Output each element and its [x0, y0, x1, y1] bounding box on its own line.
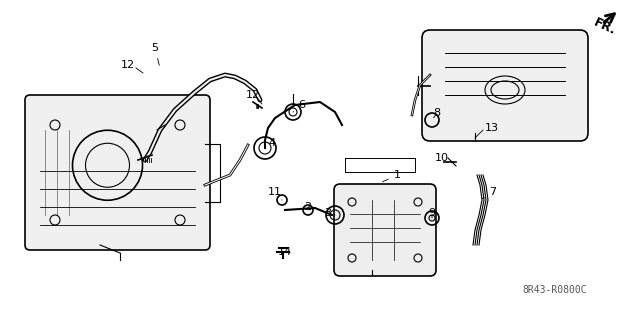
Text: 12: 12 — [246, 90, 260, 100]
Text: FR.: FR. — [592, 16, 618, 38]
Text: 5: 5 — [152, 43, 159, 65]
Text: 6: 6 — [293, 100, 305, 112]
FancyBboxPatch shape — [334, 184, 436, 276]
Text: 12: 12 — [121, 60, 135, 70]
Text: 1: 1 — [383, 170, 401, 182]
Text: 11: 11 — [268, 187, 282, 200]
Text: 8R43-R0800C: 8R43-R0800C — [523, 285, 588, 295]
Text: 14: 14 — [278, 247, 292, 257]
Text: 2: 2 — [305, 202, 312, 212]
Text: 8: 8 — [433, 108, 440, 118]
Text: 9: 9 — [428, 208, 436, 218]
FancyBboxPatch shape — [25, 95, 210, 250]
Text: 10: 10 — [435, 153, 452, 163]
Text: 7: 7 — [483, 187, 497, 198]
Text: 3: 3 — [324, 208, 335, 218]
Text: 13: 13 — [485, 123, 499, 133]
Text: 4: 4 — [265, 138, 276, 148]
FancyBboxPatch shape — [422, 30, 588, 141]
